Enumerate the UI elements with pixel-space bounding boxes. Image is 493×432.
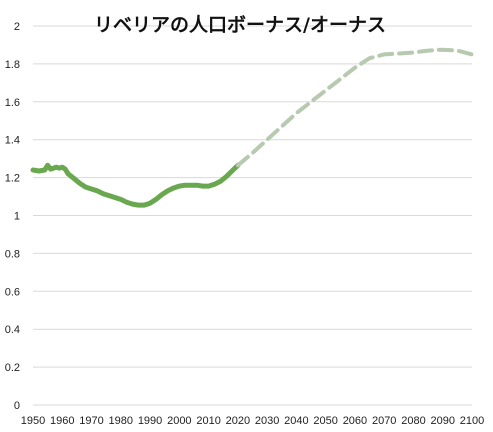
actual-series-line bbox=[30, 162, 241, 208]
x-tick-label: 2040 bbox=[284, 415, 308, 427]
x-tick-label: 1950 bbox=[21, 415, 45, 427]
projected-series-line bbox=[235, 47, 474, 168]
x-tick-label: 2010 bbox=[196, 415, 220, 427]
x-tick-label: 1970 bbox=[79, 415, 103, 427]
y-tick-label: 1.6 bbox=[5, 97, 20, 109]
x-tick-label: 2100 bbox=[460, 415, 484, 427]
y-axis-tick-labels: 0 0.2 0.4 0.6 0.8 1 1.2 1.4 1.6 1.8 2 bbox=[5, 21, 20, 412]
x-axis-tick-labels: 1950 1960 1970 1980 1990 2000 2010 2020 2030 2040… bbox=[21, 415, 484, 427]
x-tick-label: 2080 bbox=[401, 415, 425, 427]
y-tick-label: 1.8 bbox=[5, 59, 20, 71]
y-tick-label: 1.4 bbox=[5, 135, 20, 147]
y-tick-label: 1 bbox=[14, 211, 20, 223]
gridlines bbox=[33, 25, 472, 406]
x-tick-label: 2020 bbox=[226, 415, 250, 427]
x-tick-label: 1960 bbox=[50, 415, 74, 427]
y-tick-label: 0.6 bbox=[5, 286, 20, 298]
y-tick-label: 0 bbox=[14, 400, 20, 412]
x-tick-label: 2050 bbox=[313, 415, 337, 427]
series-lines bbox=[30, 47, 474, 208]
x-tick-label: 2060 bbox=[343, 415, 367, 427]
x-tick-label: 1980 bbox=[109, 415, 133, 427]
x-tick-label: 2030 bbox=[255, 415, 279, 427]
x-tick-label: 2070 bbox=[372, 415, 396, 427]
y-tick-label: 2 bbox=[14, 21, 20, 33]
y-tick-label: 0.8 bbox=[5, 248, 20, 260]
y-tick-label: 0.2 bbox=[5, 362, 20, 374]
x-tick-label: 1990 bbox=[138, 415, 162, 427]
y-tick-label: 1.2 bbox=[5, 173, 20, 185]
x-tick-label: 2090 bbox=[430, 415, 454, 427]
y-tick-label: 0.4 bbox=[5, 324, 20, 336]
chart-title: リベリアの人口ボーナス/オーナス bbox=[94, 14, 386, 36]
x-tick-label: 2000 bbox=[167, 415, 191, 427]
